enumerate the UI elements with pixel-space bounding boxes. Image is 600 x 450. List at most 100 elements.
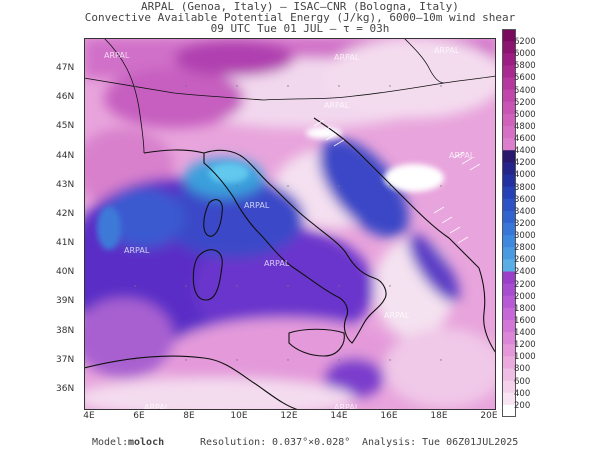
- colorbar-label: 4200: [514, 158, 536, 169]
- colorbar-label: 1400: [514, 328, 536, 339]
- watermark-text: ARPAL: [124, 246, 150, 255]
- colorbar-swatch: [502, 138, 516, 151]
- cape-field: [84, 38, 496, 410]
- colorbar-label: 400: [514, 388, 531, 399]
- colorbar-label: 1600: [514, 315, 536, 326]
- watermark-text: ARPAL: [334, 403, 360, 410]
- italy-coast: [203, 149, 387, 344]
- colorbar-label: 800: [514, 364, 531, 375]
- colorbar-swatch: [502, 235, 516, 248]
- colorbar-label: 1200: [514, 340, 536, 351]
- colorbar-swatch: [502, 186, 516, 200]
- austria-border: [403, 38, 445, 84]
- colorbar-swatch: [502, 332, 516, 345]
- watermark-text: ARPAL: [384, 311, 410, 320]
- colorbar-frame: [502, 29, 516, 417]
- balkan-coast: [478, 267, 496, 354]
- colorbar-swatch: [502, 198, 516, 212]
- colorbar-label: 4600: [514, 134, 536, 145]
- watermark-text: ARPAL: [334, 53, 360, 62]
- lat-label: 45N: [56, 121, 74, 131]
- watermark-text: ARPAL: [104, 51, 130, 60]
- analysis-label: Analysis:: [362, 437, 417, 448]
- colorbar-swatch: [502, 392, 516, 406]
- lat-label: 37N: [56, 355, 74, 365]
- colorbar-label: 200: [514, 400, 531, 411]
- colorbar-swatch: [502, 223, 516, 236]
- lat-label: 39N: [56, 296, 74, 306]
- map-frame: [84, 38, 496, 410]
- colorbar-swatch: [502, 126, 516, 139]
- lat-label: 36N: [56, 384, 74, 394]
- colorbar-swatch: [502, 162, 516, 175]
- lon-label: 20E: [480, 411, 497, 421]
- lon-label: 10E: [230, 411, 247, 421]
- watermark-text: ARPAL: [434, 46, 460, 55]
- lon-label: 18E: [430, 411, 447, 421]
- wind-barbs: [313, 119, 481, 244]
- wind-barbs-east: [433, 206, 469, 244]
- colorbar-swatch: [502, 65, 516, 78]
- lon-label: 4E: [83, 411, 95, 421]
- colorbar-swatch: [502, 344, 516, 357]
- colorbar-label: 2400: [514, 267, 536, 278]
- coastlines: [84, 38, 496, 410]
- corsica-coast: [203, 199, 223, 237]
- sicily-coast: [288, 328, 345, 357]
- model-value: moloch: [128, 437, 165, 448]
- watermarks: ARPAL ARPAL ARPAL ARPAL ARPAL ARPAL ARPA…: [104, 46, 475, 410]
- wind-barbs-north-adriatic: [313, 119, 345, 147]
- colorbar-swatch: [502, 89, 516, 103]
- colorbar-label: 3600: [514, 194, 536, 205]
- colorbar-swatch: [502, 29, 516, 42]
- colorbar-label: 1800: [514, 303, 536, 314]
- chart-title-line-1: ARPAL (Genoa, Italy) – ISAC–CNR (Bologna…: [141, 0, 459, 13]
- colorbar-label: 5200: [514, 97, 536, 108]
- colorbar-label: 3400: [514, 206, 536, 217]
- colorbar-label: 4000: [514, 170, 536, 181]
- colorbar-label: 2200: [514, 279, 536, 290]
- lat-label: 46N: [56, 92, 74, 102]
- colorbar-label: 3000: [514, 231, 536, 242]
- lat-label: 43N: [56, 180, 74, 190]
- colorbar-swatch: [502, 174, 516, 188]
- colorbar-label: 5800: [514, 61, 536, 72]
- colorbar-labels: 6200 6000 5800 5600 5400 5200 5000 4800 4600 4400…: [514, 31, 554, 415]
- colorbar-swatch: [502, 101, 516, 115]
- colorbar-swatch: [502, 53, 516, 66]
- lon-label: 8E: [183, 411, 195, 421]
- colorbar-swatch: [502, 295, 516, 309]
- watermark-text: ARPAL: [264, 259, 290, 268]
- colorbar-label: 2600: [514, 255, 536, 266]
- colorbar: [502, 29, 516, 417]
- colorbar-swatch: [502, 404, 516, 417]
- africa-coast: [84, 355, 300, 410]
- colorbar-swatch: [502, 150, 516, 163]
- lon-label: 12E: [280, 411, 297, 421]
- resolution-value: 0.037°×0.028°: [272, 437, 351, 448]
- cape-highlights: [97, 127, 444, 250]
- lat-label: 40N: [56, 267, 74, 277]
- colorbar-label: 1000: [514, 352, 536, 363]
- colorbar-label: 6200: [514, 37, 536, 48]
- colorbar-swatch: [502, 210, 516, 224]
- colorbar-swatch: [502, 77, 516, 91]
- longitude-labels: 4E 6E 8E 10E 12E 14E 16E 18E 20E: [83, 411, 498, 421]
- colorbar-swatch: [502, 113, 516, 127]
- colorbar-swatch: [502, 41, 516, 54]
- colorbar-label: 3200: [514, 218, 536, 229]
- colorbar-swatch: [502, 247, 516, 260]
- chart-title-line-2: Convective Available Potential Energy (J…: [84, 11, 516, 24]
- lat-label: 47N: [56, 63, 74, 73]
- adriatic-east-coast: [313, 117, 480, 269]
- colorbar-label: 2000: [514, 291, 536, 302]
- colorbar-label: 5600: [514, 73, 536, 84]
- colorbar-label: 6000: [514, 49, 536, 60]
- watermark-text: ARPAL: [324, 101, 350, 110]
- lat-label: 42N: [56, 209, 74, 219]
- colorbar-label: 5400: [514, 85, 536, 96]
- grid-dots: [134, 85, 442, 361]
- model-label: Model:: [92, 437, 129, 448]
- latitude-labels: 47N 46N 45N 44N 43N 42N 41N 40N 39N 38N …: [56, 63, 74, 394]
- colorbar-label: 4800: [514, 121, 536, 132]
